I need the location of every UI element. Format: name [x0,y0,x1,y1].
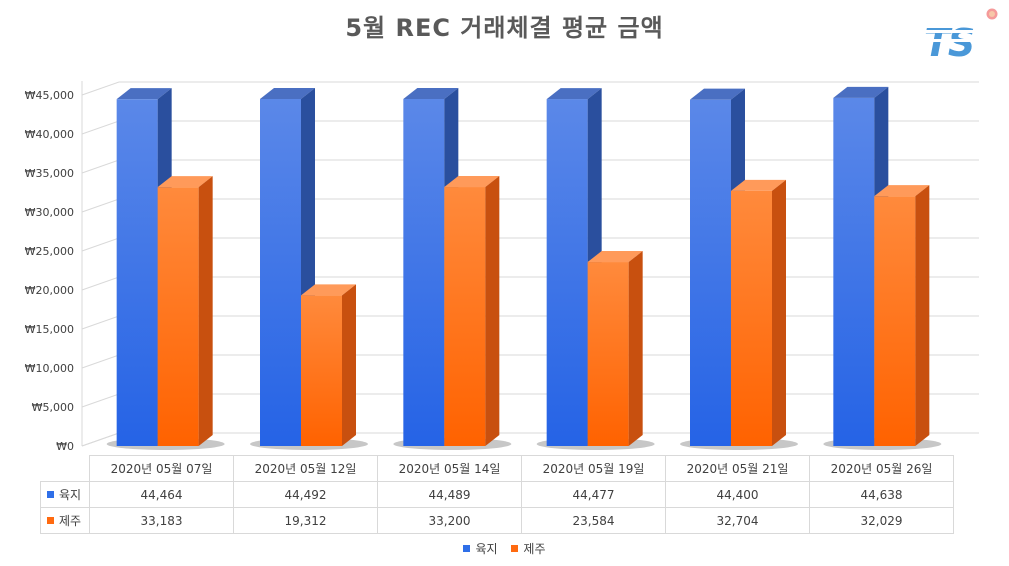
category-label: 2020년 05월 14일 [377,455,522,482]
table-cell: 33,183 [89,507,234,534]
legend-item-series-2[interactable]: 제주 [511,540,546,557]
table-header-row: 2020년 05월 07일 2020년 05월 12일 2020년 05월 14일 2… [40,455,954,482]
bar-series-2-3[interactable] [444,176,500,447]
table-cell: 44,400 [665,481,810,508]
bar-series-2-6[interactable] [874,185,930,446]
table-cell: 44,489 [377,481,522,508]
legend-label-series-2: 제주 [523,542,546,556]
series-1-name: 육지 [59,488,82,502]
y-tick-label: ₩40,000 [25,128,74,141]
legend-swatch-series-1 [463,545,471,552]
table-row-series-2: 제주 33,183 19,312 33,200 23,584 32,704 32,029 [40,507,954,534]
table-cell: 32,704 [665,507,810,534]
chart-title: 5월 REC 거래체결 평균 금액 [345,14,664,42]
y-tick-label: ₩15,000 [25,323,74,336]
category-label: 2020년 05월 21일 [665,455,810,482]
y-tick-label: ₩20,000 [25,284,74,297]
table-row-series-1: 육지 44,464 44,492 44,489 44,477 44,400 44,638 [40,481,954,508]
series-2-swatch [47,517,54,524]
y-tick-label: ₩0 [56,440,74,453]
table-cell: 44,638 [809,481,954,508]
bar-series-2-1[interactable] [157,176,213,446]
y-tick-label: ₩30,000 [25,206,74,219]
category-label: 2020년 05월 26일 [809,455,954,482]
legend-item-series-1[interactable]: 육지 [463,540,498,557]
y-tick-label: ₩25,000 [25,245,74,258]
legend: 육지 제주 [0,540,1009,557]
bar-series-2-4[interactable] [587,251,643,446]
plot-area: ₩0 ₩5,000 ₩10,000 ₩15,000 ₩20,000 ₩25,000 ₩30,… [25,81,979,453]
category-label: 2020년 05월 19일 [521,455,666,482]
table-cell: 44,492 [233,481,378,508]
y-tick-label: ₩35,000 [25,167,74,180]
table-cell: 19,312 [233,507,378,534]
category-label: 2020년 05월 07일 [89,455,234,482]
table-cell: 33,200 [377,507,522,534]
legend-label-series-1: 육지 [475,542,498,556]
category-label: 2020년 05월 12일 [233,455,378,482]
bar-series-2-2[interactable] [301,284,356,446]
legend-swatch-series-2 [511,545,519,552]
bar-series-1-3[interactable] [403,87,459,446]
table-corner-cell [40,455,90,482]
data-table: 2020년 05월 07일 2020년 05월 12일 2020년 05월 14일 2… [40,455,954,534]
y-tick-label: ₩10,000 [25,362,74,375]
series-2-name: 제주 [59,514,82,528]
ts-logo: TS [922,8,998,62]
y-tick-label: ₩5,000 [32,401,74,414]
series-label-cell: 제주 [40,507,90,534]
table-cell: 23,584 [521,507,666,534]
table-cell: 44,477 [521,481,666,508]
gridline [81,81,979,96]
table-cell: 32,029 [809,507,954,534]
series-1-swatch [47,491,54,498]
bar-series-2-5[interactable] [731,179,786,446]
table-cell: 44,464 [89,481,234,508]
y-tick-label: ₩45,000 [25,89,74,102]
series-label-cell: 육지 [40,481,90,508]
